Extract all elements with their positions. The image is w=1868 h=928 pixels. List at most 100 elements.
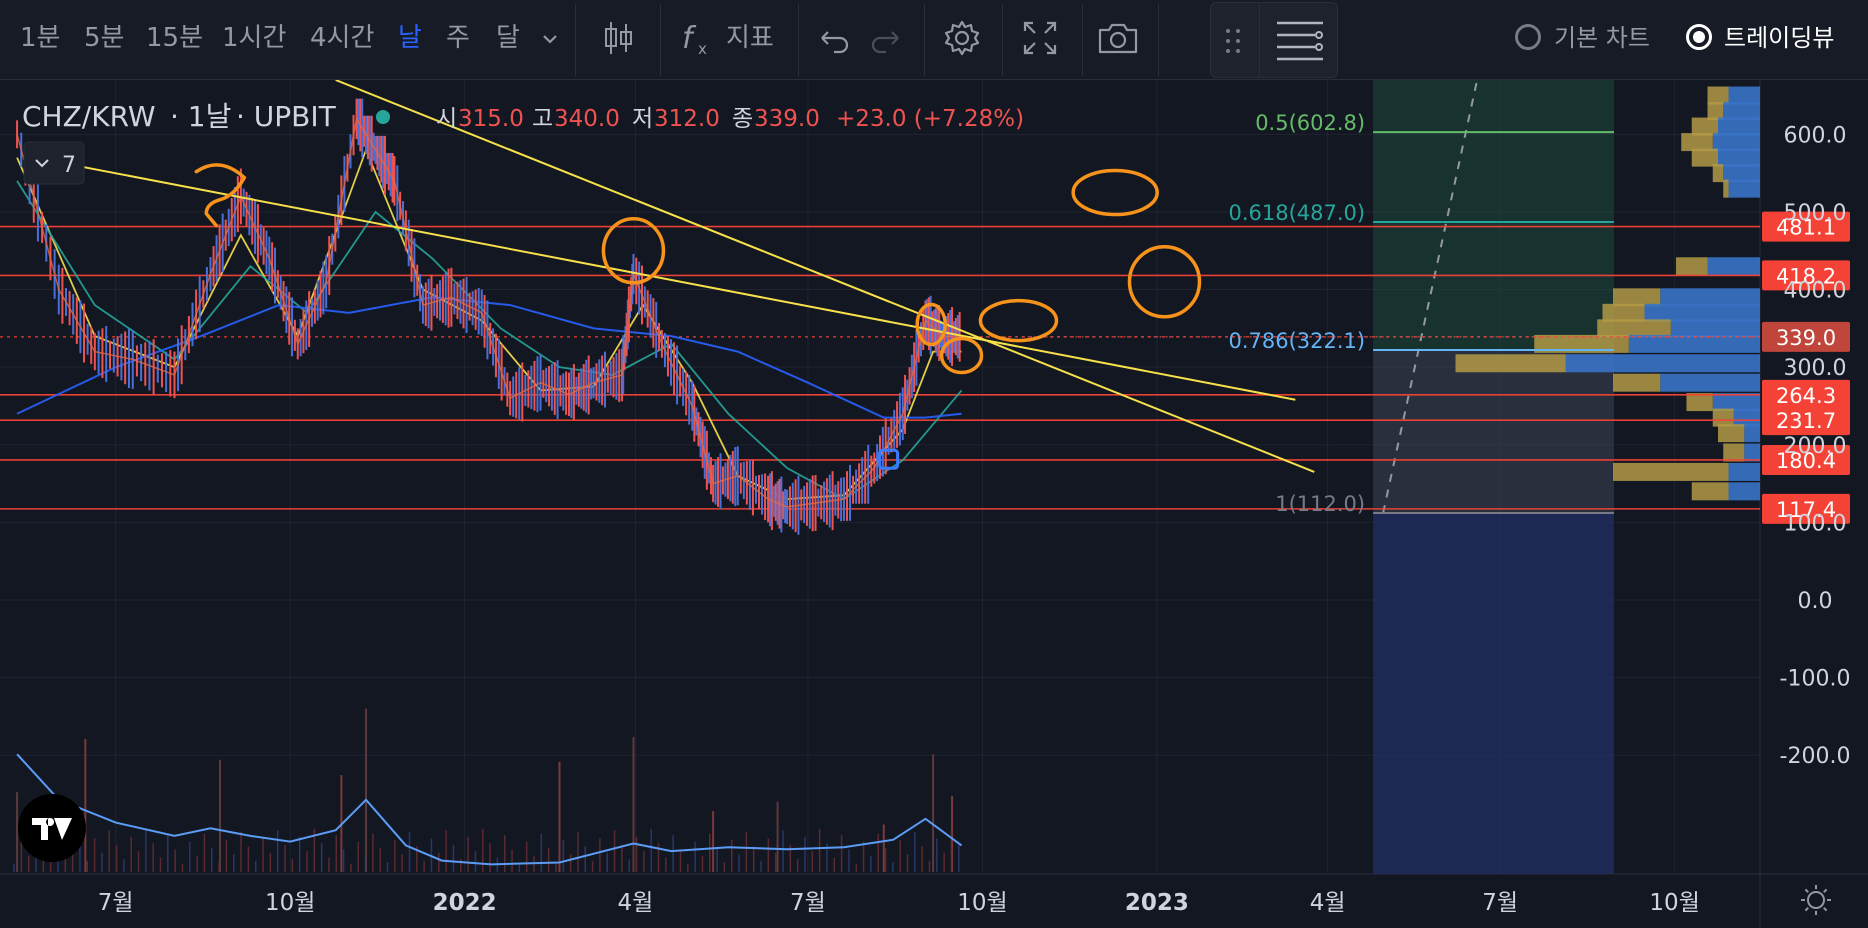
object-tree-icon[interactable]: [1273, 15, 1327, 67]
x-tick-label: 10월: [1649, 890, 1699, 916]
interval-5m[interactable]: 5분: [84, 23, 125, 53]
volume-bar: [108, 830, 110, 872]
volume-bar: [306, 851, 308, 872]
price-level-badge: [1762, 493, 1850, 524]
volume-bar: [438, 852, 440, 872]
settings-sun-icon: [1801, 885, 1831, 915]
volume-bar: [84, 739, 87, 872]
volume-bar: [833, 857, 836, 872]
volume-bar: [460, 859, 462, 872]
volume-profile-bar-down: [1712, 133, 1760, 152]
interval-day[interactable]: 날: [398, 23, 422, 53]
x-tick-label: 10월: [957, 890, 1007, 916]
volume-bar: [269, 852, 272, 872]
annotation-circle: [915, 302, 947, 347]
volume-bar: [342, 849, 345, 872]
price-level-label: 481.1: [1776, 216, 1836, 240]
camera-icon[interactable]: [1094, 14, 1142, 62]
volume-bar: [79, 846, 81, 872]
volume-bar: [650, 828, 652, 872]
volume-bar: [467, 836, 469, 872]
drag-handle-icon[interactable]: [1221, 21, 1245, 61]
fullscreen-icon[interactable]: [1016, 14, 1064, 62]
undo-icon[interactable]: [808, 14, 856, 62]
ohlc-value: 340.0: [554, 106, 620, 132]
volume-bar: [320, 843, 323, 872]
volume-bar: [64, 854, 67, 872]
volume-profile-bar-up: [1455, 354, 1566, 373]
volume-bar: [672, 835, 674, 872]
x-tick-label: 4월: [617, 890, 653, 916]
volume-bar: [818, 828, 821, 872]
price-level-label: 117.4: [1776, 498, 1836, 522]
volume-bar: [218, 862, 220, 872]
volume-bar: [632, 737, 635, 872]
volume-bar: [196, 856, 198, 872]
interval-4h[interactable]: 4시간: [310, 23, 375, 53]
volume-bar: [687, 864, 689, 872]
volume-profile-bar-down: [1723, 164, 1760, 183]
y-tick-label: -100.0: [1780, 667, 1851, 692]
candlestick-icon[interactable]: [594, 14, 642, 62]
volume-bar: [372, 833, 374, 872]
volume-bar: [774, 852, 777, 872]
chevron-down-icon[interactable]: [530, 14, 570, 62]
interval-1m[interactable]: 1분: [20, 23, 61, 53]
volume-bar: [20, 841, 23, 872]
floating-drawing-toolbar: [1210, 2, 1338, 78]
volume-bar: [723, 862, 726, 872]
basic-chart-radio[interactable]: [1515, 24, 1541, 50]
annotation-circle: [601, 216, 666, 285]
redo-icon[interactable]: [864, 14, 912, 62]
volume-bar: [445, 830, 447, 872]
volume-bar: [365, 708, 368, 872]
x-tick-label: 7월: [98, 890, 134, 916]
volume-bar: [313, 828, 316, 872]
x-tick-label: 7월: [790, 890, 826, 916]
volume-bar: [855, 864, 857, 872]
trendline: [335, 80, 1315, 473]
tradingview-radio[interactable]: [1686, 24, 1712, 50]
volume-bar: [635, 836, 638, 872]
interval-15m[interactable]: 15분: [146, 23, 204, 53]
price-level-badge: [1762, 321, 1850, 352]
gear-icon[interactable]: [938, 14, 986, 62]
volume-bar: [211, 848, 213, 872]
indicators-button[interactable]: 지표: [726, 23, 774, 53]
ohlc-label: 종: [732, 106, 753, 132]
x-tick-label: 2022: [433, 890, 497, 916]
volume-bar: [562, 840, 565, 872]
volume-profile-bar-down: [1728, 482, 1760, 501]
volume-bar: [712, 811, 715, 872]
volume-bar: [123, 859, 125, 872]
volume-bar: [884, 848, 887, 872]
annotation-scribble: [194, 163, 247, 228]
volume-bar: [511, 849, 513, 872]
y-tick-label: 600.0: [1784, 123, 1847, 148]
interval-week[interactable]: 주: [446, 23, 470, 53]
interval-label: · 1날: [170, 100, 231, 133]
volume-bar: [877, 833, 879, 872]
x-tick-label: 10월: [265, 890, 315, 916]
volume-profile-bar-down: [1728, 462, 1760, 481]
tradingview-label[interactable]: 트레이딩뷰: [1724, 24, 1835, 52]
volume-bar: [335, 835, 338, 872]
volume-profile-bar-down: [1660, 373, 1760, 392]
volume-bar: [86, 860, 89, 872]
volume-bar: [540, 833, 543, 872]
volume-bar: [943, 852, 945, 872]
interval-month[interactable]: 달: [496, 23, 520, 53]
basic-chart-label[interactable]: 기본 차트: [1554, 24, 1650, 52]
ohlc-label: 시: [436, 106, 457, 132]
interval-1h[interactable]: 1시간: [222, 23, 287, 53]
volume-bar: [811, 851, 814, 872]
volume-bar: [745, 832, 748, 872]
volume-bar: [364, 856, 367, 872]
volume-bar: [219, 759, 221, 872]
y-tick-label: 300.0: [1784, 356, 1847, 381]
volume-bar: [936, 838, 938, 872]
volume-ma-line: [16, 753, 963, 866]
trendline: [66, 162, 1296, 401]
